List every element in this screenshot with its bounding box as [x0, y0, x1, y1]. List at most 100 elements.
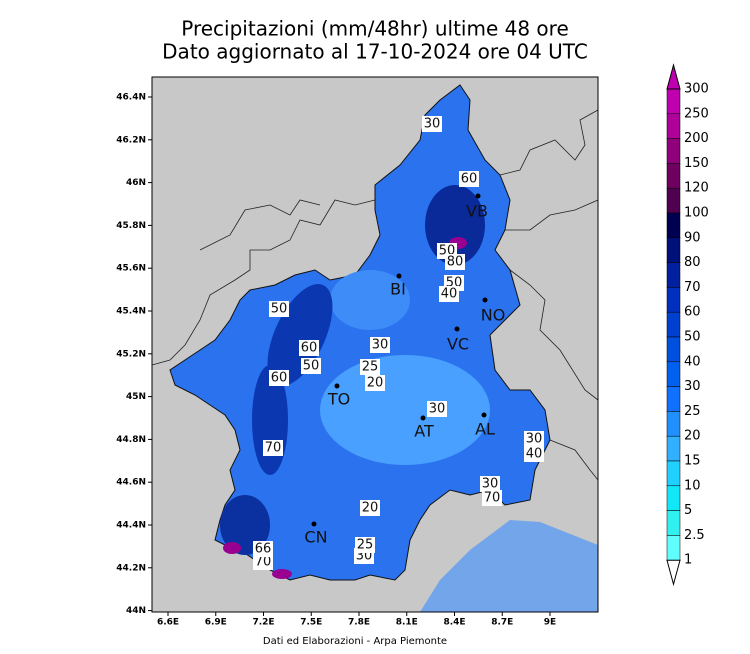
- contour-label-box: [365, 375, 385, 391]
- contour-label: 70: [255, 555, 272, 570]
- lon-tick-label: 6.6E: [157, 618, 179, 628]
- shading: [220, 185, 490, 579]
- contour-label-box: [480, 476, 500, 492]
- contour-label-box: [422, 116, 442, 132]
- contour-label-box: [253, 554, 273, 570]
- contour-label-box: [524, 431, 544, 447]
- colorbar-segment: [666, 535, 681, 561]
- lon-tick-label: 9E: [544, 618, 556, 628]
- colorbar-segment: [666, 237, 681, 263]
- city-dot: [334, 383, 340, 389]
- lon-tick-label: 7.2E: [252, 618, 274, 628]
- colorbar-label: 250: [684, 106, 709, 121]
- dark-area: [267, 284, 333, 386]
- lat-tick-label: 44.4N: [116, 521, 146, 531]
- lat-tick-label: 45.8N: [116, 221, 146, 231]
- colorbar-segment: [666, 262, 681, 288]
- colorbar-segment: [666, 138, 681, 164]
- colorbar-label: 90: [684, 230, 701, 245]
- lat-tick-label: 45.6N: [116, 264, 146, 274]
- title-line: Dato aggiornato al 17-10-2024 ore 04 UTC: [162, 40, 588, 64]
- contour-label: 40: [441, 287, 458, 302]
- colorbar-segment: [666, 311, 681, 338]
- colorbar-segment: [666, 435, 681, 462]
- title-line: Precipitazioni (mm/48hr) ultime 48 ore: [181, 17, 569, 41]
- lon-tick-label: 8.7E: [491, 618, 513, 628]
- lon-tick-label: 7.5E: [300, 618, 322, 628]
- contour-label: 80: [447, 255, 464, 270]
- contour-label: 25: [357, 538, 374, 553]
- city-dot: [475, 193, 481, 199]
- colorbar-label: 30: [684, 379, 701, 394]
- lon-tick-label: 7.8E: [348, 618, 370, 628]
- colorbar-bottom-arrow: [666, 559, 681, 587]
- colorbar-label: 1: [684, 553, 692, 568]
- colorbar-segment: [666, 485, 681, 511]
- colorbar-label: 50: [684, 330, 701, 345]
- colorbar-label: 100: [684, 206, 709, 221]
- contour-label: 60: [301, 341, 318, 356]
- city-dot: [454, 326, 460, 332]
- contour-label: 60: [271, 371, 288, 386]
- lon-tick-label: 6.9E: [205, 618, 227, 628]
- colorbar-segment: [666, 163, 681, 189]
- lon-tick-label: 8.1E: [396, 618, 418, 628]
- lat-tick-label: 45N: [126, 392, 146, 402]
- lat-tick-label: 46N: [126, 178, 146, 188]
- lat-tick-label: 44.6N: [116, 478, 146, 488]
- dark-area: [220, 495, 270, 555]
- colorbar-segment: [666, 460, 681, 487]
- colorbar-label: 25: [684, 404, 701, 419]
- contour-label-box: [269, 370, 289, 386]
- contour-label-box: [445, 254, 465, 270]
- city-dot: [396, 273, 402, 279]
- contour-label-box: [355, 537, 375, 553]
- contour-label-box: [269, 301, 289, 317]
- contour-label: 60: [461, 172, 478, 187]
- colorbar-label: 70: [684, 280, 701, 295]
- contour-label: 40: [526, 447, 543, 462]
- colorbar-segment: [666, 411, 681, 437]
- contour-label: 30: [482, 477, 499, 492]
- borders: [151, 109, 599, 481]
- contour-label-box: [427, 401, 447, 417]
- city-label: TO: [327, 390, 350, 409]
- colorbar-segment: [666, 336, 681, 363]
- colorbar-label: 5: [684, 503, 692, 518]
- colorbar-segment: [666, 88, 681, 115]
- contour-label: 30: [526, 432, 543, 447]
- peak: [272, 569, 292, 579]
- colorbar-label: 2.5: [684, 528, 705, 543]
- map-frame: [151, 76, 599, 613]
- colorbar-label: 20: [684, 429, 701, 444]
- contour-label: 66: [255, 542, 272, 557]
- city-label: VB: [466, 202, 488, 221]
- colorbar-label: 300: [684, 82, 709, 97]
- border: [509, 269, 599, 401]
- contour-label-box: [439, 286, 459, 302]
- city-label: BI: [390, 280, 406, 299]
- colorbar-top-arrow: [666, 63, 681, 90]
- colorbar-label: 120: [684, 181, 709, 196]
- lat-tick-label: 46.4N: [116, 93, 146, 103]
- contour-label-box: [524, 446, 544, 462]
- footer: Dati ed Elaborazioni - Arpa Piemonte: [263, 636, 447, 647]
- colorbar-label: 80: [684, 255, 701, 270]
- border: [151, 199, 376, 366]
- contour-label: 20: [367, 376, 384, 391]
- contour-label-box: [263, 440, 283, 456]
- contour-label: 30: [424, 117, 441, 132]
- colorbar-segment: [666, 510, 681, 536]
- colorbar-label: 200: [684, 131, 709, 146]
- city-dot: [311, 521, 317, 527]
- border: [505, 199, 599, 231]
- lat-tick-label: 44.8N: [116, 435, 146, 445]
- city-label: VC: [447, 335, 469, 354]
- contour-label-box: [459, 171, 479, 187]
- colorbar-segment: [666, 212, 681, 239]
- city-label: CN: [304, 528, 327, 547]
- contour-label-box: [299, 340, 319, 356]
- contour-label: 70: [265, 441, 282, 456]
- light-area: [320, 355, 490, 465]
